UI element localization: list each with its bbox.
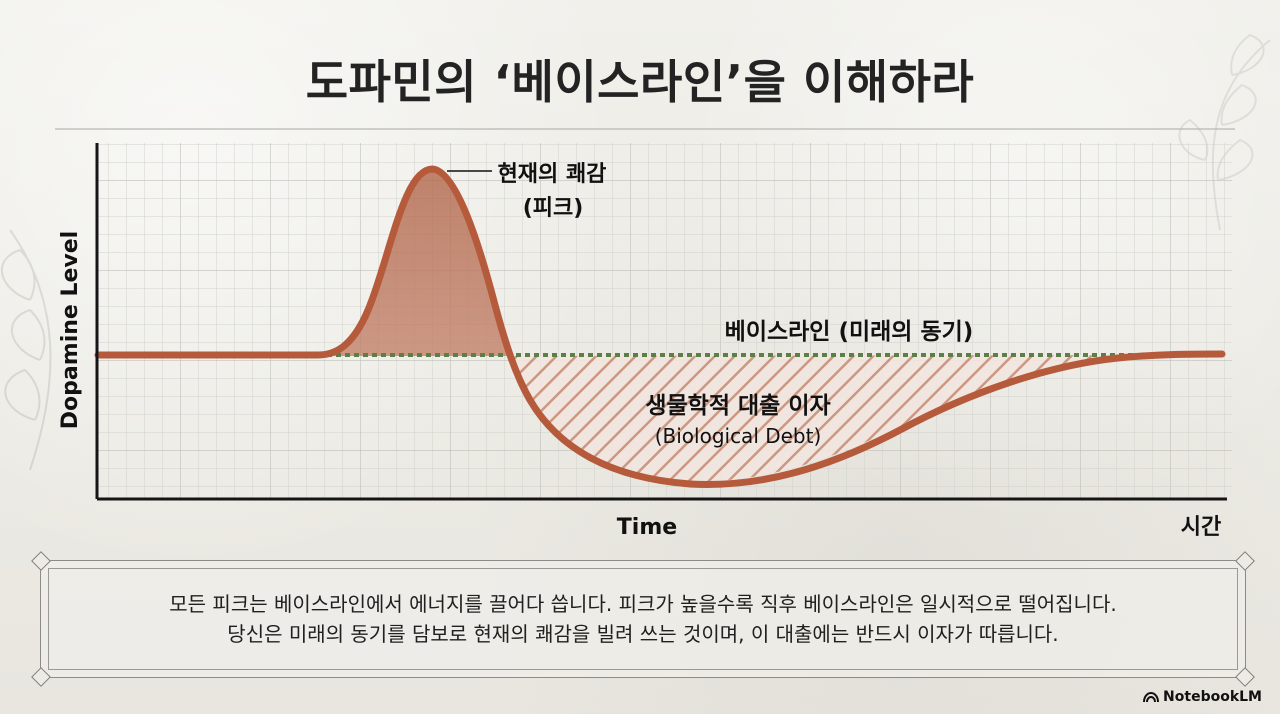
x-axis-korean-label: 시간: [1181, 515, 1221, 540]
peak-area: [318, 169, 510, 356]
baseline-label: 베이스라인 (미래의 동기): [725, 319, 974, 345]
dopamine-curve: [94, 165, 1226, 488]
notebooklm-brand: NotebookLM: [1143, 689, 1262, 705]
biological-debt-area: [510, 355, 1220, 482]
y-axis-label: Dopamine Level: [58, 231, 83, 429]
peak-label-primary: 현재의 쾌감: [498, 162, 607, 187]
peak-label-secondary: (피크): [523, 196, 584, 221]
explanation-panel: 모든 피크는 베이스라인에서 에너지를 끌어다 씁니다. 피크가 높을수록 직후…: [31, 551, 1255, 687]
notebooklm-icon: [1143, 691, 1160, 702]
debt-label-primary: 생물학적 대출 이자: [645, 393, 830, 419]
x-axis-label: Time: [617, 515, 677, 540]
explanation-text: 모든 피크는 베이스라인에서 에너지를 끌어다 씁니다. 피크가 높을수록 직후…: [139, 589, 1146, 649]
explanation-line-1: 모든 피크는 베이스라인에서 에너지를 끌어다 씁니다. 피크가 높을수록 직후…: [169, 592, 1117, 616]
leaf-decoration-left: [0, 229, 52, 471]
explanation-line-2: 당신은 미래의 동기를 담보로 현재의 쾌감을 빌려 쓰는 것이며, 이 대출에…: [227, 622, 1059, 646]
debt-label-secondary: (Biological Debt): [655, 424, 822, 448]
page-title: 도파민의 ‘베이스라인’을 이해하라: [305, 55, 975, 109]
brand-label: NotebookLM: [1163, 689, 1262, 705]
